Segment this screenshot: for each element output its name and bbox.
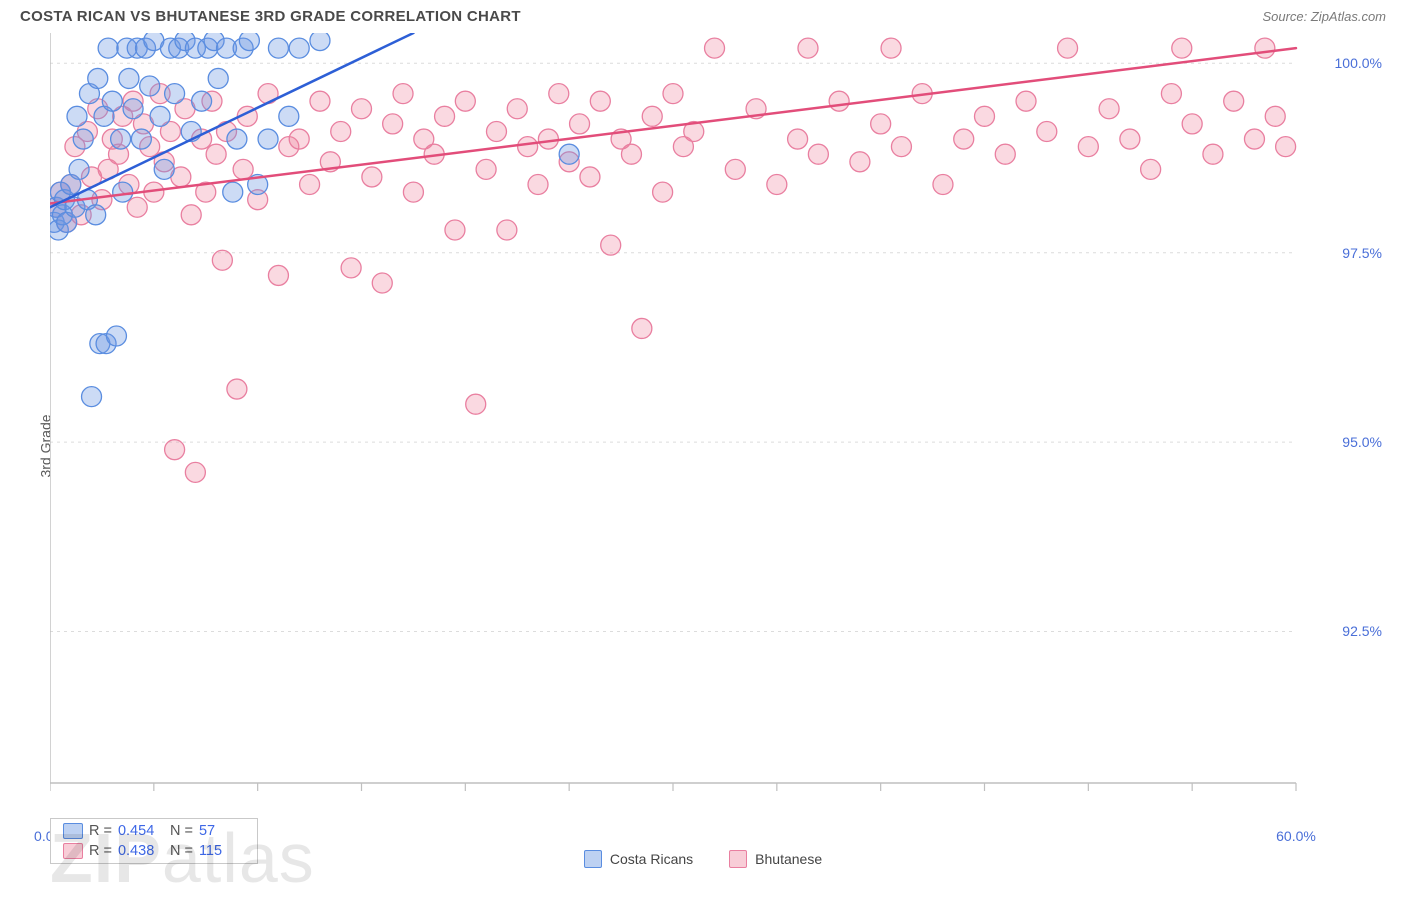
chart-header: COSTA RICAN VS BHUTANESE 3RD GRADE CORRE… xyxy=(0,0,1406,29)
inset-legend: R = 0.454 N = 57 R = 0.438 N = 115 xyxy=(50,818,258,864)
n-value-costa-ricans: 57 xyxy=(199,823,245,839)
r-value-costa-ricans: 0.454 xyxy=(118,823,164,839)
n-label: N = xyxy=(170,843,193,859)
legend-label-costa-ricans: Costa Ricans xyxy=(610,851,693,867)
swatch-costa-ricans-icon xyxy=(584,850,602,868)
legend-item-bhutanese: Bhutanese xyxy=(729,850,822,868)
swatch-bhutanese-icon xyxy=(729,850,747,868)
inset-row-bhutanese: R = 0.438 N = 115 xyxy=(51,841,257,861)
legend-label-bhutanese: Bhutanese xyxy=(755,851,822,867)
chart-area: 92.5%95.0%97.5%100.0% 0.0%60.0% R = 0.45… xyxy=(50,33,1386,818)
n-value-bhutanese: 115 xyxy=(199,843,245,859)
chart-source: Source: ZipAtlas.com xyxy=(1262,9,1386,24)
chart-svg xyxy=(50,33,1366,813)
swatch-bhutanese-icon xyxy=(63,843,83,859)
inset-row-costa-ricans: R = 0.454 N = 57 xyxy=(51,821,257,841)
r-value-bhutanese: 0.438 xyxy=(118,843,164,859)
r-label: R = xyxy=(89,823,112,839)
chart-title: COSTA RICAN VS BHUTANESE 3RD GRADE CORRE… xyxy=(20,8,521,25)
r-label: R = xyxy=(89,843,112,859)
swatch-costa-ricans-icon xyxy=(63,823,83,839)
legend-item-costa-ricans: Costa Ricans xyxy=(584,850,693,868)
n-label: N = xyxy=(170,823,193,839)
